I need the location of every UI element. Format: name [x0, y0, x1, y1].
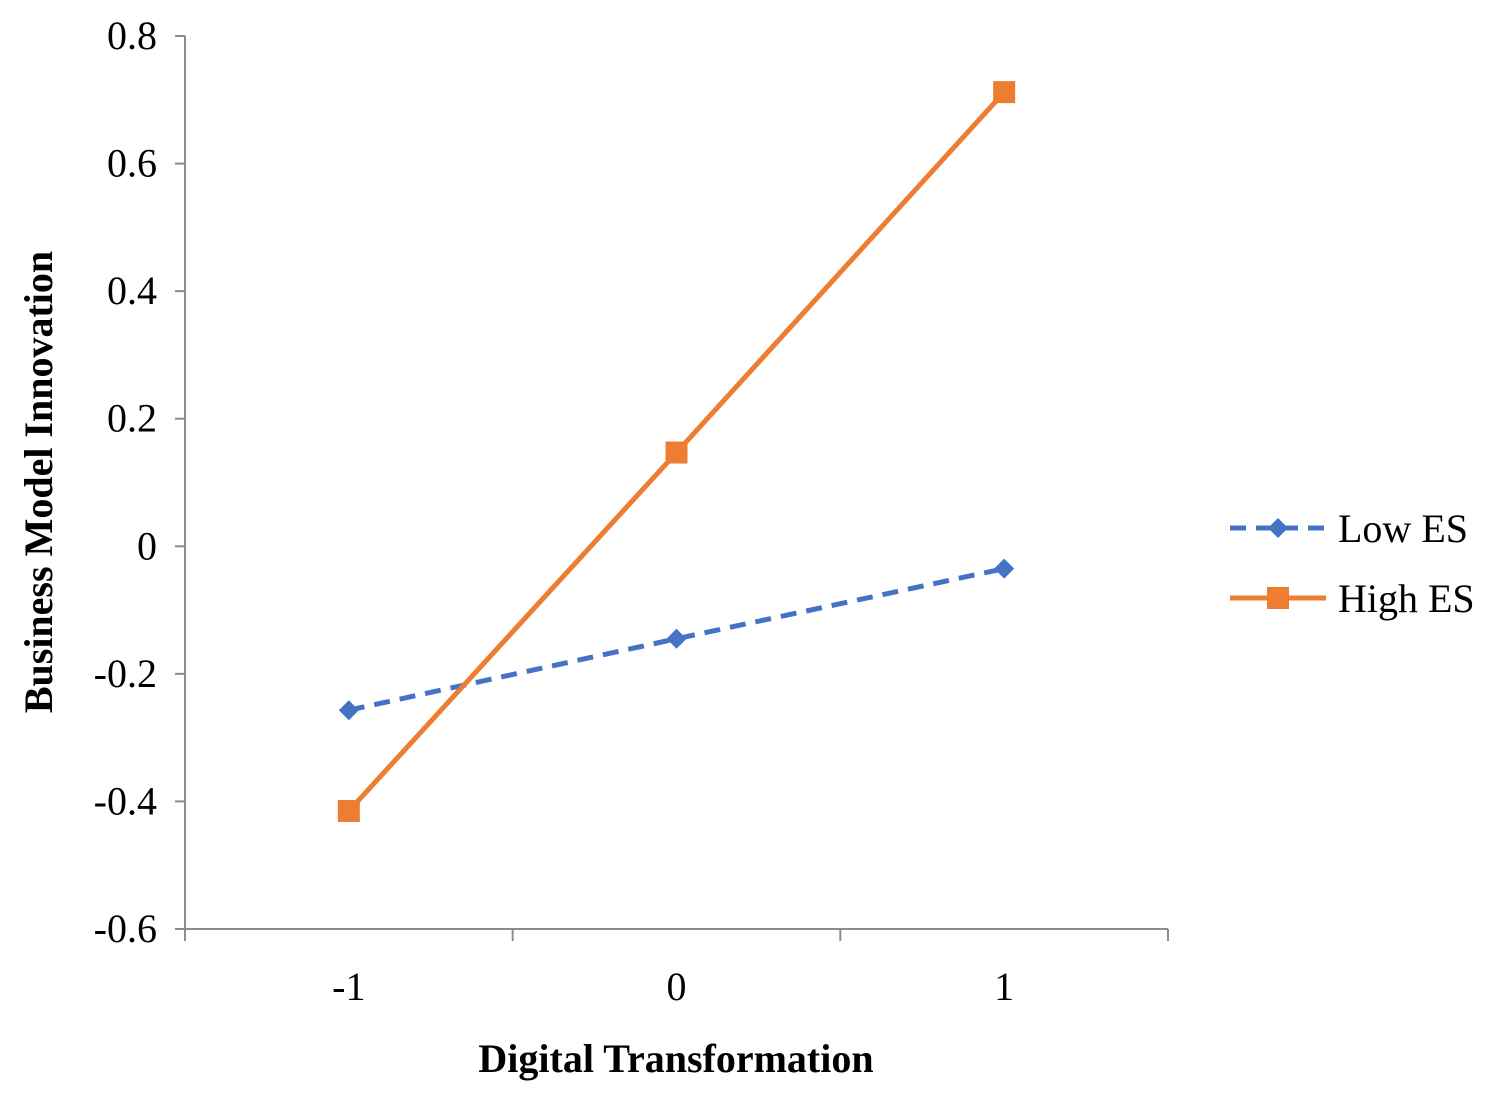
series-line: [348, 566, 1005, 713]
y-axis-title: Business Model Innovation: [16, 251, 61, 713]
x-axis-title: Digital Transformation: [478, 1036, 873, 1081]
y-tick-label: -0.6: [94, 906, 157, 951]
y-ticks: -0.6 -0.4 -0.2 0 0.2 0.4 0.6 0.8: [94, 13, 185, 951]
data-point: [993, 81, 1016, 104]
y-tick-label: 0.4: [107, 268, 157, 313]
legend-label: High ES: [1338, 576, 1475, 621]
y-tick-label: 0.6: [107, 141, 157, 186]
y-tick-label: 0.2: [107, 396, 157, 441]
x-ticks: -1 0 1: [184, 929, 1169, 1009]
data-point: [994, 558, 1015, 579]
y-tick-label: -0.4: [94, 778, 157, 823]
data-point: [338, 700, 359, 721]
legend-marker: [1268, 518, 1288, 538]
axes: [184, 36, 1168, 930]
series-low-es: [338, 558, 1015, 721]
data-point: [666, 628, 687, 649]
series-group: [337, 81, 1016, 822]
x-tick-label: 0: [667, 964, 687, 1009]
x-tick-label: -1: [332, 964, 365, 1009]
legend-item: Low ES: [1230, 506, 1468, 551]
legend: Low ES High ES: [1230, 506, 1475, 621]
data-point: [665, 441, 688, 464]
legend-marker: [1267, 587, 1289, 609]
x-tick-label: 1: [994, 964, 1014, 1009]
legend-label: Low ES: [1338, 506, 1468, 551]
y-tick-label: -0.2: [94, 651, 157, 696]
legend-item: High ES: [1230, 576, 1475, 621]
y-tick-label: 0.8: [107, 13, 157, 58]
data-point: [337, 799, 360, 822]
y-tick-label: 0: [137, 523, 157, 568]
series-high-es: [337, 81, 1016, 822]
